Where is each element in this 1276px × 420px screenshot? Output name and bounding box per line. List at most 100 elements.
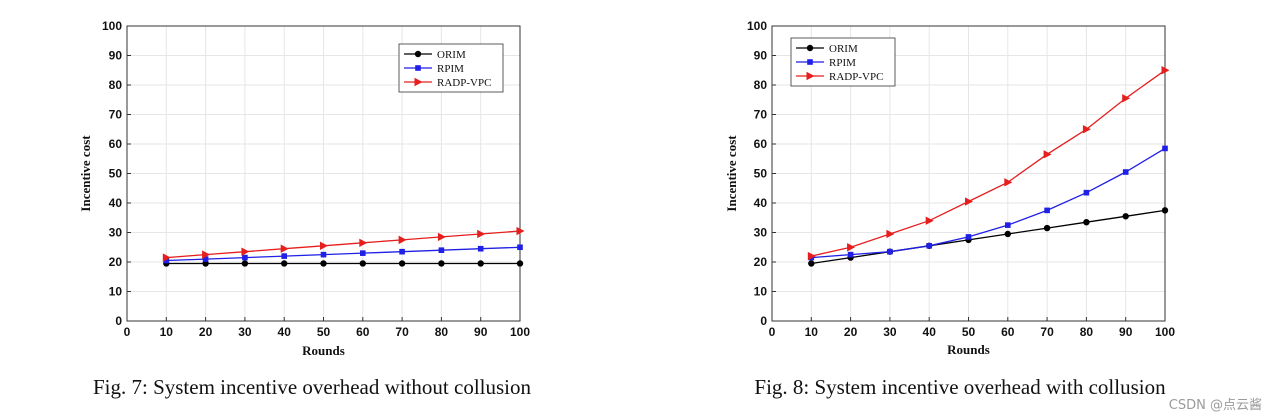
data-point [477, 245, 484, 252]
x-tick-label: 30 [238, 325, 252, 339]
legend-label: ORIM [437, 49, 466, 61]
figure-caption: Fig. 8: System incentive overhead with c… [754, 375, 1166, 399]
series-radp-vpc [162, 226, 525, 262]
data-point [398, 235, 407, 245]
y-tick-label: 20 [109, 255, 123, 269]
legend: ORIM RPIM RADP-VPC [398, 43, 504, 93]
legend-marker [414, 50, 422, 58]
data-point [438, 247, 445, 253]
y-tick-label: 100 [747, 19, 767, 33]
chart-fig7: 0 10 20 30 40 50 60 70 80 90 100 0 10 20 30 40 50 60 70 80 9… [78, 19, 532, 399]
data-point [320, 251, 327, 258]
y-tick-label: 80 [109, 78, 123, 92]
data-point [965, 197, 973, 206]
x-tick-label: 50 [962, 325, 976, 339]
data-point [1122, 169, 1129, 175]
data-point [360, 250, 366, 256]
series-line [811, 69, 1166, 257]
legend-label: RADP-VPC [829, 71, 883, 83]
legend: ORIM RPIM RADP-VPC [790, 37, 896, 87]
x-tick-label: 80 [435, 325, 449, 339]
data-point [925, 216, 934, 225]
data-point [280, 244, 289, 253]
series-line [166, 230, 521, 259]
x-tick-label: 30 [883, 325, 897, 339]
legend-label: ORIM [829, 43, 858, 55]
x-tick-label: 40 [278, 325, 292, 339]
legend-marker [415, 65, 421, 71]
x-tick-label: 10 [805, 325, 819, 339]
legend-label: RPIM [829, 57, 856, 69]
data-point [847, 251, 854, 258]
y-tick-label: 0 [760, 314, 767, 328]
x-tick-label: 100 [1155, 325, 1175, 339]
figure-caption: Fig. 7: System incentive overhead withou… [93, 375, 532, 399]
y-tick-label: 40 [109, 196, 123, 210]
data-point [477, 260, 484, 267]
x-tick-label: 0 [769, 325, 776, 339]
data-point [163, 257, 170, 264]
legend-marker [806, 44, 814, 52]
data-point [1044, 207, 1050, 214]
y-tick-label: 80 [754, 78, 768, 92]
data-point [1122, 213, 1129, 220]
data-point [808, 260, 815, 267]
y-tick-label: 10 [754, 285, 768, 299]
data-point [281, 253, 287, 259]
data-point [1083, 189, 1090, 196]
data-point [399, 248, 405, 255]
x-tick-label: 20 [844, 325, 858, 339]
legend-label: RPIM [437, 63, 464, 75]
data-point [516, 260, 524, 267]
y-tick-label: 0 [115, 314, 122, 328]
data-point [359, 238, 368, 248]
data-point [1161, 207, 1169, 214]
data-point [398, 260, 406, 267]
data-point [1043, 224, 1051, 232]
y-tick-label: 10 [109, 285, 123, 299]
data-point [926, 242, 932, 249]
x-tick-label: 90 [1119, 325, 1133, 339]
data-point [162, 253, 171, 262]
data-point [1161, 66, 1170, 75]
x-tick-label: 40 [923, 325, 937, 339]
y-tick-label: 20 [754, 255, 768, 269]
legend-marker [806, 71, 815, 81]
data-point [438, 260, 445, 267]
y-tick-label: 70 [754, 108, 768, 122]
data-point [1162, 145, 1168, 152]
legend-marker [414, 77, 423, 87]
x-tick-label: 60 [1001, 325, 1015, 339]
data-point [886, 229, 895, 239]
data-point [281, 260, 288, 267]
data-point [202, 260, 209, 267]
x-tick-label: 70 [395, 325, 409, 339]
data-point [320, 260, 327, 267]
x-tick-label: 70 [1040, 325, 1054, 339]
data-point [1083, 218, 1090, 226]
data-point [1043, 150, 1052, 159]
y-tick-label: 60 [754, 137, 768, 151]
chart-fig8: 0 10 20 30 40 50 60 70 80 90 100 0 10 20 30 40 50 60 70 80 9… [724, 19, 1175, 399]
y-tick-label: 30 [754, 226, 768, 240]
data-point [359, 260, 366, 267]
data-point [202, 256, 209, 262]
y-tick-label: 60 [109, 137, 123, 151]
y-tick-label: 90 [754, 49, 768, 63]
data-point [847, 243, 856, 252]
y-tick-label: 100 [102, 19, 122, 33]
y-axis-label: Incentive cost [724, 135, 739, 212]
y-axis-label: Incentive cost [78, 135, 93, 212]
data-point [1004, 178, 1013, 187]
x-tick-label: 0 [124, 325, 131, 339]
data-point [887, 248, 893, 255]
data-point [477, 229, 486, 239]
series-rpim [163, 244, 523, 264]
x-tick-label: 50 [317, 325, 331, 339]
x-axis-label: Rounds [302, 343, 345, 358]
x-tick-label: 20 [199, 325, 213, 339]
series-radp-vpc [807, 66, 1170, 261]
legend-label: RADP-VPC [437, 77, 491, 89]
series-line [166, 246, 521, 262]
